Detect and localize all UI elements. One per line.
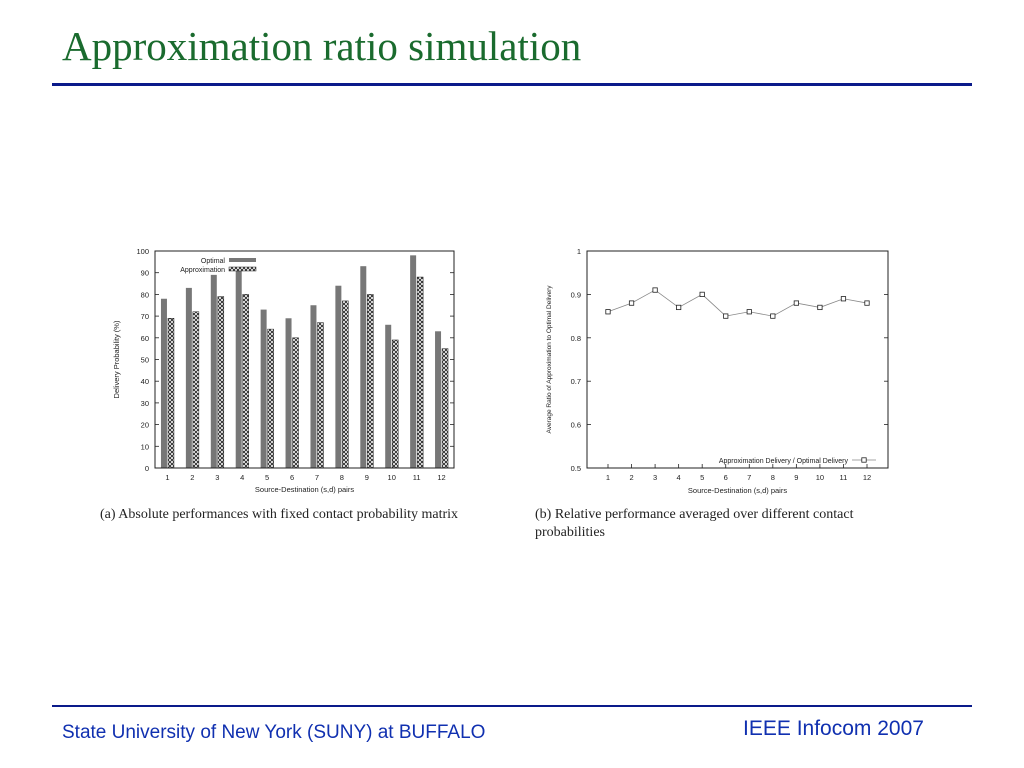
bar-approximation bbox=[416, 276, 424, 469]
y-tick-label: 90 bbox=[141, 269, 149, 278]
data-point bbox=[676, 304, 682, 311]
y-tick-label: 0.6 bbox=[571, 421, 581, 430]
bar-optimal bbox=[210, 274, 217, 468]
x-axis-label: Source-Destination (s,d) pairs bbox=[255, 485, 354, 494]
footer-institution: State University of New York (SUNY) at B… bbox=[62, 722, 486, 743]
x-tick-label: 12 bbox=[437, 473, 445, 482]
x-tick-label: 8 bbox=[340, 473, 344, 482]
bar-approximation bbox=[367, 294, 374, 469]
y-tick-label: 80 bbox=[141, 290, 149, 299]
x-tick-label: 5 bbox=[265, 473, 269, 482]
y-tick-label: 0.9 bbox=[571, 290, 581, 299]
bar-approximation bbox=[267, 328, 274, 469]
footer-conference: IEEE Infocom 2007 bbox=[743, 717, 924, 740]
x-tick-label: 5 bbox=[700, 473, 704, 482]
bar-optimal bbox=[260, 309, 267, 468]
y-tick-label: 0.7 bbox=[571, 377, 581, 386]
bar-approximation bbox=[342, 300, 349, 469]
x-tick-label: 6 bbox=[290, 473, 294, 482]
title-divider bbox=[52, 83, 972, 86]
bar-approximation bbox=[192, 311, 200, 469]
x-tick-label: 1 bbox=[165, 473, 169, 482]
y-axis-label: Delivery Probability (%) bbox=[112, 320, 121, 398]
x-tick-label: 3 bbox=[215, 473, 219, 482]
y-tick-label: 100 bbox=[136, 247, 149, 256]
legend-label: Approximation Delivery / Optimal Deliver… bbox=[719, 458, 849, 465]
x-tick-label: 7 bbox=[315, 473, 319, 482]
bar-approximation bbox=[292, 337, 299, 469]
plot-frame bbox=[586, 250, 889, 469]
data-point bbox=[723, 313, 729, 319]
legend-label-approximation: Approximation bbox=[180, 267, 225, 274]
bar-optimal bbox=[435, 331, 442, 468]
bar-optimal bbox=[360, 266, 367, 468]
series-line bbox=[607, 289, 868, 317]
chart-b-relative-performance: 0.50.60.70.80.911 2 3 4 5 6 7 8 9 10 11 12Approxima… bbox=[546, 247, 889, 495]
data-point bbox=[770, 313, 776, 319]
x-tick-label: 3 bbox=[653, 473, 657, 482]
bar-optimal bbox=[185, 287, 192, 468]
data-point bbox=[840, 296, 847, 302]
bar-optimal bbox=[160, 298, 167, 468]
y-tick-label: 50 bbox=[141, 356, 149, 365]
x-tick-label: 10 bbox=[816, 473, 824, 482]
data-point bbox=[652, 287, 658, 293]
bar-optimal bbox=[310, 305, 317, 468]
data-point bbox=[605, 309, 611, 315]
x-tick-label: 6 bbox=[724, 473, 728, 482]
bar-approximation bbox=[441, 348, 449, 469]
footer-divider bbox=[52, 705, 972, 707]
bar-optimal bbox=[285, 318, 292, 468]
x-tick-label: 4 bbox=[240, 473, 244, 482]
data-point bbox=[628, 300, 635, 306]
x-tick-label: 10 bbox=[388, 473, 396, 482]
x-tick-label: 8 bbox=[771, 473, 775, 482]
x-tick-label: 12 bbox=[863, 473, 871, 482]
y-tick-label: 40 bbox=[141, 377, 149, 386]
bar-optimal bbox=[385, 324, 392, 468]
bar-approximation bbox=[391, 339, 399, 469]
data-point bbox=[864, 300, 870, 306]
bar-optimal bbox=[235, 268, 242, 468]
y-tick-label: 60 bbox=[141, 334, 149, 343]
x-tick-label: 4 bbox=[677, 473, 681, 482]
y-tick-label: 0.8 bbox=[571, 334, 581, 343]
legend-swatch-approximation bbox=[228, 266, 257, 272]
plot-frame bbox=[154, 250, 455, 469]
x-tick-label: 1 bbox=[606, 473, 610, 482]
data-point bbox=[699, 291, 705, 298]
bar-approximation bbox=[217, 296, 225, 469]
legend-marker bbox=[861, 457, 867, 463]
bar-approximation bbox=[317, 322, 324, 469]
chart-a-caption: (a) Absolute performances with fixed con… bbox=[100, 507, 459, 522]
chart-b-caption: (b) Relative performance averaged over d… bbox=[535, 507, 854, 540]
data-point bbox=[746, 309, 752, 315]
y-tick-label: 20 bbox=[141, 421, 149, 430]
y-tick-label: 70 bbox=[141, 312, 149, 321]
data-point bbox=[793, 300, 799, 306]
x-tick-label: 7 bbox=[747, 473, 751, 482]
x-tick-label: 2 bbox=[190, 473, 194, 482]
bar-optimal bbox=[410, 255, 417, 468]
slide-title: Approximation ratio simulation bbox=[62, 23, 582, 69]
x-tick-label: 11 bbox=[413, 473, 421, 482]
x-tick-label: 11 bbox=[840, 473, 848, 482]
y-tick-label: 30 bbox=[141, 399, 149, 408]
y-tick-label: 10 bbox=[141, 442, 149, 451]
x-tick-label: 2 bbox=[629, 473, 633, 482]
bar-approximation bbox=[167, 318, 175, 469]
y-tick-label: 1 bbox=[577, 247, 581, 256]
x-axis-label: Source-Destination (s,d) pairs bbox=[688, 486, 787, 495]
data-point bbox=[817, 304, 823, 311]
bar-approximation bbox=[242, 294, 249, 469]
x-tick-label: 9 bbox=[794, 473, 798, 482]
legend-label-optimal: Optimal bbox=[201, 258, 226, 265]
y-tick-label: 0.5 bbox=[571, 464, 581, 473]
y-tick-label: 0 bbox=[145, 464, 149, 473]
legend-swatch-optimal bbox=[229, 258, 256, 262]
bar-optimal bbox=[335, 285, 342, 468]
x-tick-label: 9 bbox=[365, 473, 369, 482]
y-axis-label: Average Ratio of Approximation to Optima… bbox=[546, 285, 553, 434]
